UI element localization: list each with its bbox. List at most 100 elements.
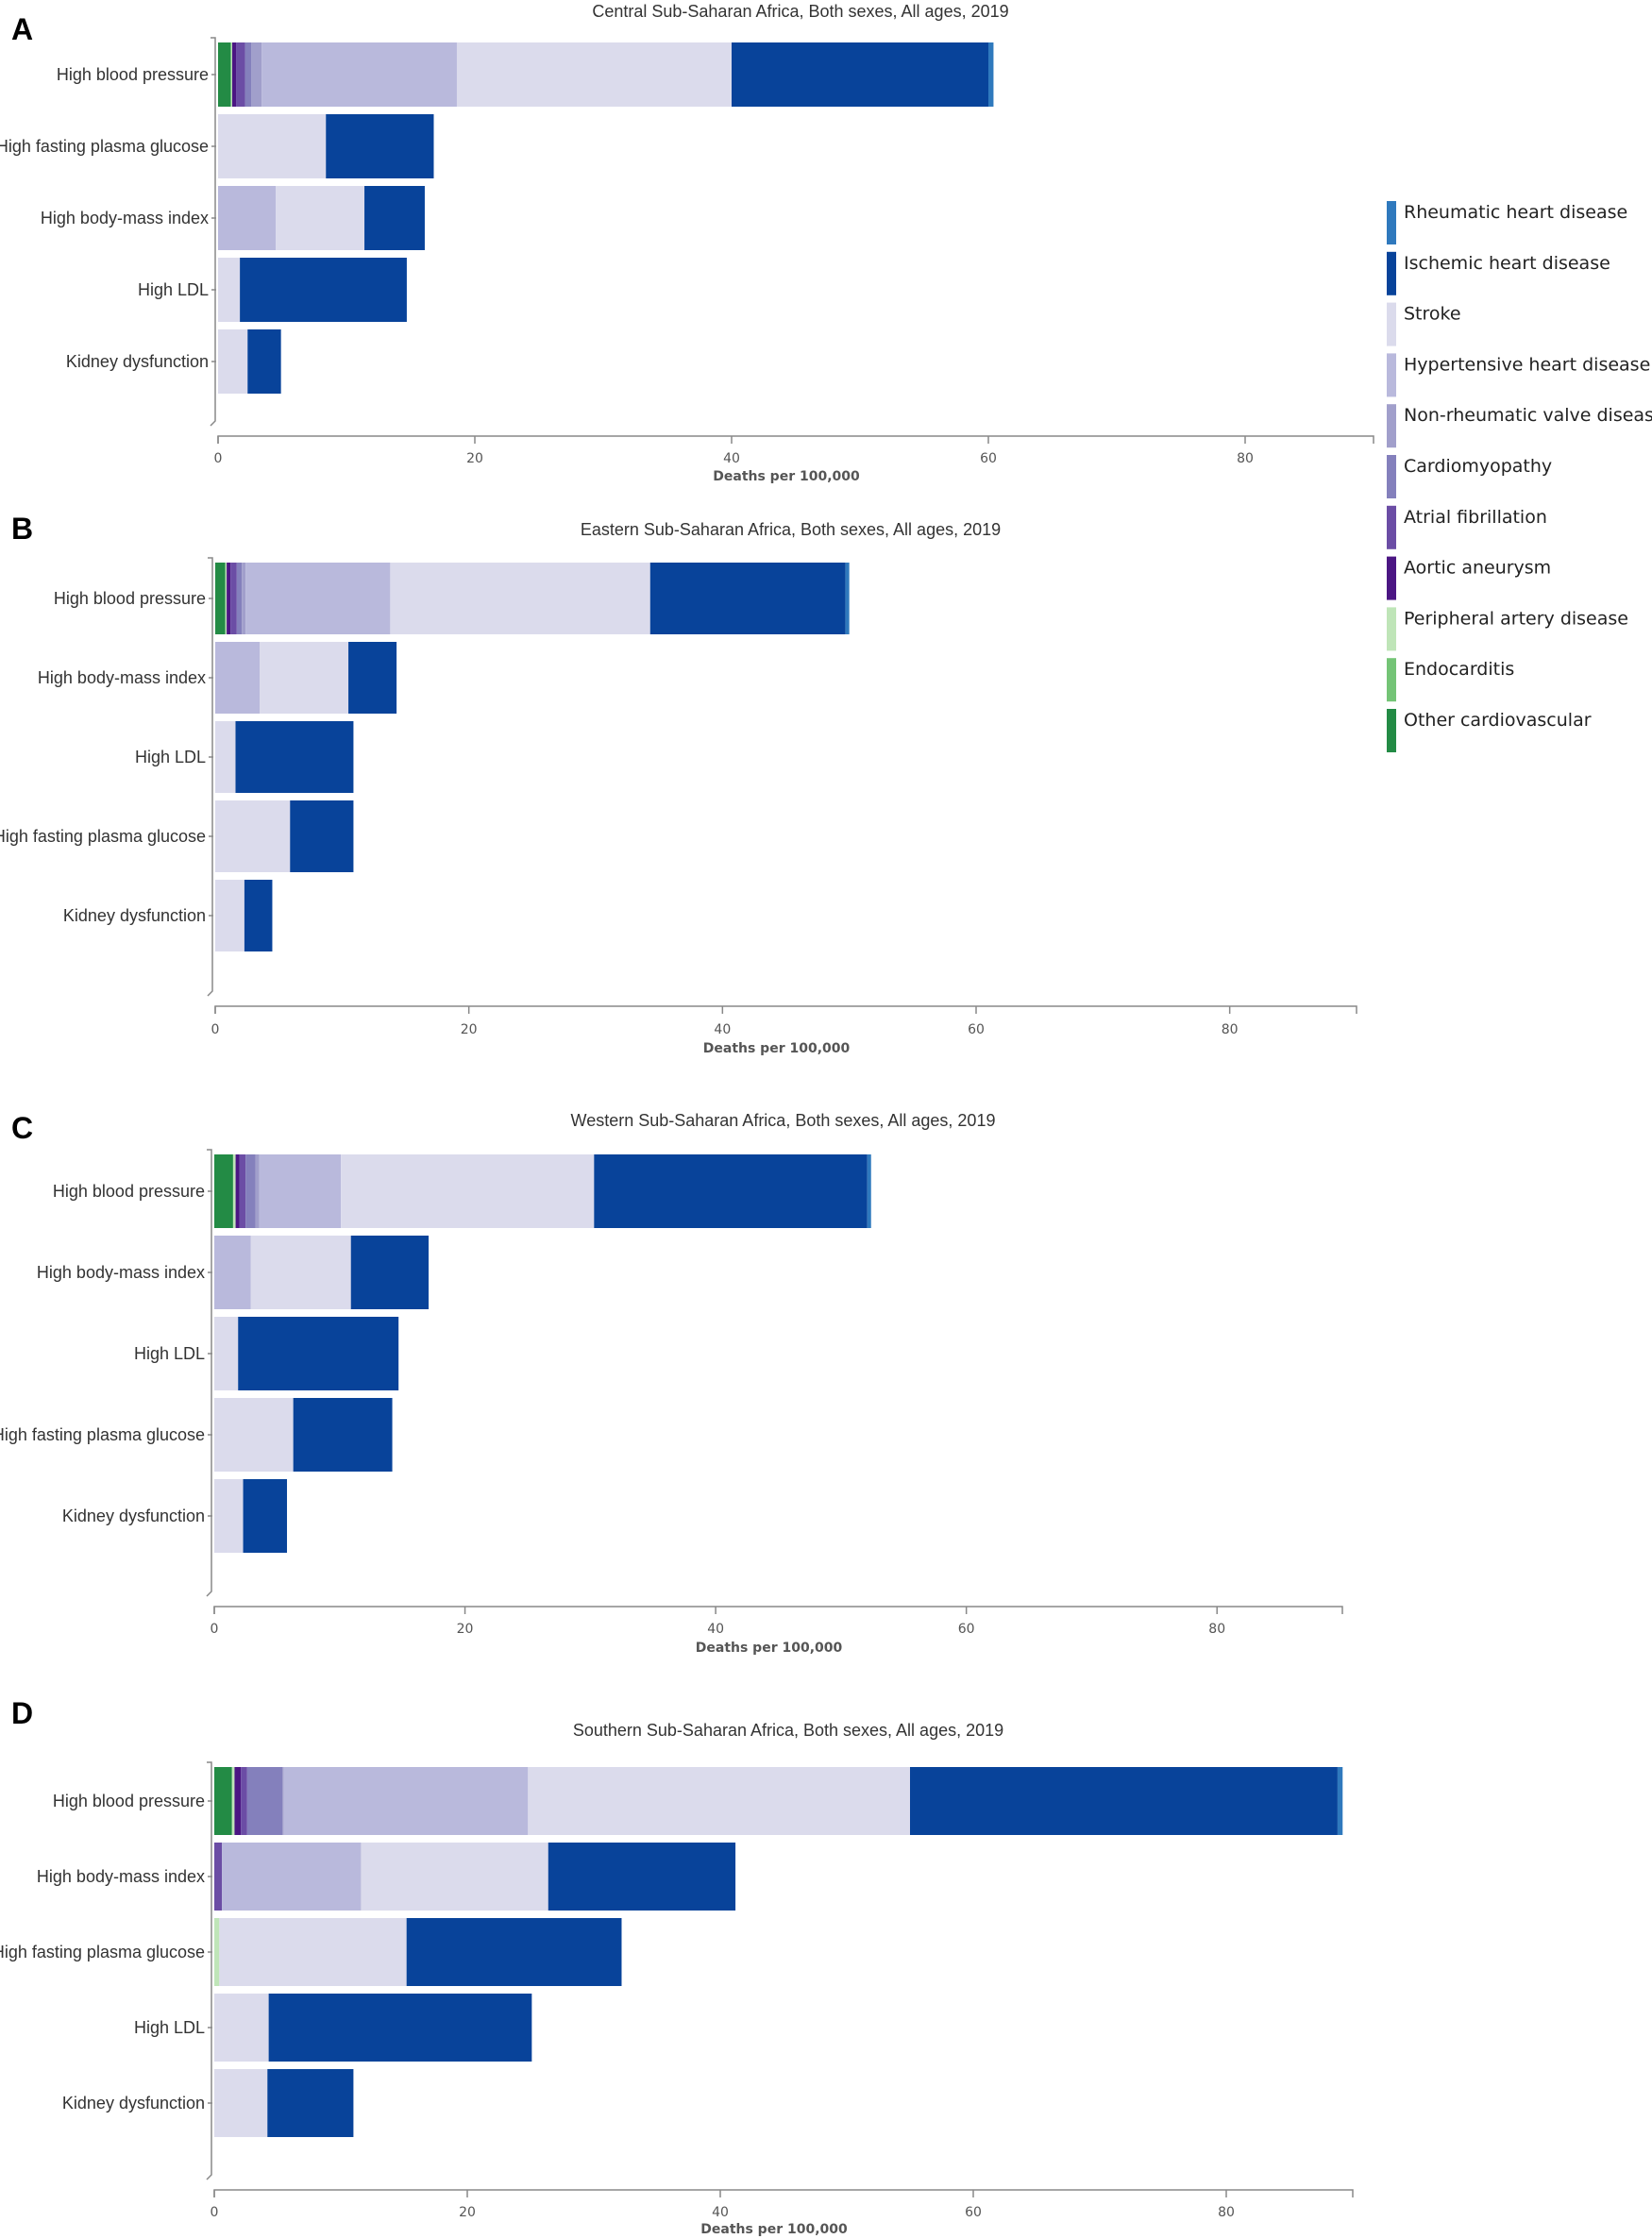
bar-segment — [227, 563, 231, 634]
bar-segment — [218, 114, 327, 178]
category-label: High body-mass index — [37, 1263, 205, 1282]
x-tick-label: 0 — [211, 1022, 220, 1037]
bar-segment — [268, 1994, 532, 2062]
legend-swatch — [1387, 505, 1396, 549]
bar-segment — [1337, 1767, 1343, 1835]
bar-segment — [243, 1479, 288, 1553]
bar-segment — [246, 1767, 283, 1835]
bar-segment — [341, 1154, 595, 1228]
category-label: High blood pressure — [54, 589, 206, 608]
x-tick-label: 60 — [980, 451, 997, 466]
legend-swatch — [1387, 201, 1396, 244]
category-label: High blood pressure — [53, 1792, 205, 1810]
bar-segment — [283, 1767, 529, 1835]
x-tick-label: 20 — [459, 2205, 476, 2220]
bar-segment — [215, 642, 261, 714]
bar-segment — [732, 42, 988, 107]
category-label: High LDL — [135, 748, 206, 766]
bar-segment — [251, 42, 262, 107]
legend-item: Hypertensive heart disease — [1387, 353, 1650, 397]
category-label: High LDL — [134, 2018, 205, 2037]
x-axis — [213, 1606, 1343, 1614]
bar-segment — [867, 1154, 871, 1228]
legend-label: Ischemic heart disease — [1404, 253, 1610, 274]
bar-segment — [234, 1767, 242, 1835]
y-axis — [206, 1761, 212, 2180]
bar-segment — [290, 800, 354, 872]
y-axis — [206, 1149, 212, 1597]
bar-segment — [456, 42, 732, 107]
bar-segment — [261, 42, 457, 107]
bar-segment — [230, 563, 237, 634]
bar-segment — [214, 1236, 251, 1309]
legend-swatch — [1387, 556, 1396, 600]
x-tick-label: 80 — [1208, 1622, 1225, 1637]
category-label: High LDL — [138, 280, 209, 299]
legend-swatch — [1387, 404, 1396, 448]
bar-segment — [361, 1843, 548, 1911]
bar-segment — [215, 721, 236, 793]
x-tick-label: 60 — [958, 1622, 975, 1637]
bar-segment — [245, 563, 391, 634]
bar-segment — [218, 42, 231, 107]
bar-segment — [594, 1154, 868, 1228]
bar-segment — [239, 1154, 246, 1228]
x-tick-label: 40 — [723, 451, 740, 466]
panel-letter: A — [11, 12, 33, 46]
category-label: High LDL — [134, 1344, 205, 1363]
legend-label: Non-rheumatic valve disease — [1404, 405, 1652, 426]
x-tick-label: 80 — [1237, 451, 1254, 466]
bar-segment — [241, 1767, 247, 1835]
bar-segment — [364, 186, 425, 250]
legend-item: Endocarditis — [1387, 658, 1514, 702]
bar-segment — [244, 42, 252, 107]
category-label: High fasting plasma glucose — [0, 827, 206, 846]
bar-segment — [214, 1918, 220, 1986]
x-tick-label: 80 — [1218, 2205, 1235, 2220]
x-tick-label: 40 — [714, 1022, 731, 1037]
bar-segment — [218, 186, 277, 250]
chart-title: Central Sub-Saharan Africa, Both sexes, … — [592, 2, 1008, 21]
legend-label: Endocarditis — [1404, 659, 1514, 680]
panel-letter: D — [11, 1696, 33, 1730]
category-label: High blood pressure — [57, 65, 209, 84]
bar-segment — [267, 2069, 354, 2137]
legend-label: Hypertensive heart disease — [1404, 354, 1650, 375]
legend-item: Peripheral artery disease — [1387, 607, 1628, 651]
bar-segment — [242, 563, 246, 634]
chart-title: Eastern Sub-Saharan Africa, Both sexes, … — [581, 520, 1001, 539]
legend-swatch — [1387, 709, 1396, 752]
x-tick-label: 40 — [707, 1622, 724, 1637]
category-label: Kidney dysfunction — [63, 906, 206, 925]
category-label: Kidney dysfunction — [66, 352, 209, 371]
legend-label: Peripheral artery disease — [1404, 608, 1628, 629]
chart-panel-d: D Southern Sub-Saharan Africa, Both sexes… — [0, 1696, 1354, 2237]
x-tick-label: 80 — [1222, 1022, 1239, 1037]
legend-item: Other cardiovascular — [1387, 709, 1592, 752]
legend-label: Atrial fibrillation — [1404, 507, 1547, 528]
bar-segment — [245, 1154, 256, 1228]
bar-segment — [282, 1767, 284, 1835]
chart-title: Western Sub-Saharan Africa, Both sexes, … — [571, 1111, 996, 1130]
category-label: High body-mass index — [41, 209, 209, 227]
bar-segment — [236, 563, 243, 634]
chart-title: Southern Sub-Saharan Africa, Both sexes,… — [573, 1721, 1003, 1740]
bar-segment — [293, 1398, 393, 1472]
bar-segment — [259, 1154, 342, 1228]
bar-segment — [240, 258, 407, 322]
bar-segment — [276, 186, 365, 250]
chart-panel-b: B Eastern Sub-Saharan Africa, Both sexes,… — [0, 512, 1357, 1056]
legend-label: Cardiomyopathy — [1404, 456, 1552, 477]
bar-segment — [215, 563, 226, 634]
bar-segment — [214, 1479, 244, 1553]
legend-swatch — [1387, 607, 1396, 651]
legend-swatch — [1387, 251, 1396, 295]
x-tick-label: 20 — [457, 1622, 474, 1637]
category-label: High body-mass index — [38, 668, 206, 687]
x-axis — [213, 2189, 1354, 2197]
legend-item: Aortic aneurysm — [1387, 556, 1551, 600]
bar-segment — [218, 258, 241, 322]
bar-segment — [250, 1236, 351, 1309]
bar-segment — [214, 1994, 269, 2062]
legend-item: Rheumatic heart disease — [1387, 201, 1627, 244]
